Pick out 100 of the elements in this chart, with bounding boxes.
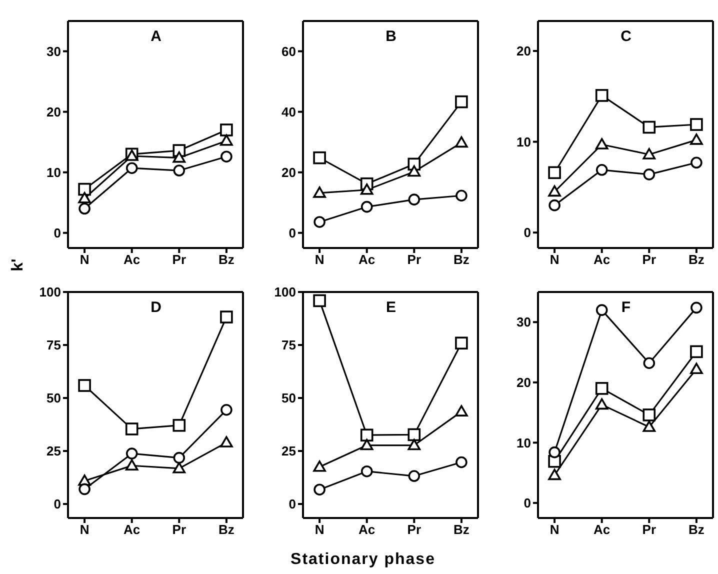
- x-tick-label: Bz: [218, 522, 235, 538]
- y-tick-label: 20: [46, 104, 61, 120]
- y-tick-label: 100: [274, 284, 296, 300]
- point: [408, 470, 420, 482]
- text: C: [620, 28, 632, 45]
- y-axis-title: k': [9, 258, 28, 272]
- point: [313, 186, 326, 198]
- y-tick-label: 100: [39, 284, 61, 300]
- point: [455, 336, 468, 350]
- x-tick-label: Ac: [358, 522, 376, 538]
- point: [408, 428, 421, 442]
- y-tick-label: 60: [282, 44, 296, 59]
- x-tick-label: Pr: [407, 522, 422, 538]
- y-tick-label: 0: [524, 225, 531, 240]
- point: [220, 404, 232, 416]
- text: F: [620, 299, 632, 316]
- point: [595, 382, 608, 395]
- point: [642, 408, 656, 422]
- y-tick-label: 20: [516, 44, 531, 59]
- point: [220, 310, 233, 324]
- point: [313, 294, 326, 308]
- x-tick-label: Ac: [124, 252, 140, 268]
- point: [548, 166, 561, 180]
- point: [548, 185, 561, 197]
- y-tick-label: 0: [524, 496, 531, 511]
- x-tick-label: Pr: [172, 252, 186, 268]
- text: E: [384, 299, 397, 316]
- point: [548, 199, 560, 212]
- y-tick-label: 50: [282, 390, 296, 406]
- point: [126, 448, 138, 460]
- y-tick-label: 30: [46, 44, 61, 59]
- point: [220, 124, 233, 136]
- point: [360, 200, 373, 213]
- x-tick-label: Bz: [218, 252, 235, 268]
- point: [172, 151, 186, 163]
- x-tick-label: Pr: [172, 522, 186, 538]
- point: [78, 483, 90, 496]
- y-tick-label: 0: [288, 225, 296, 240]
- point: [690, 118, 703, 131]
- point: [408, 165, 421, 177]
- point: [173, 164, 186, 176]
- point: [690, 302, 702, 314]
- y-tick-label: 10: [46, 164, 61, 180]
- point: [455, 405, 468, 416]
- y-tick-label: 10: [516, 435, 531, 450]
- point: [360, 438, 374, 450]
- point: [78, 192, 91, 204]
- x-tick-label: N: [550, 252, 560, 268]
- point: [314, 484, 326, 496]
- point: [595, 138, 608, 150]
- x-tick-label: N: [550, 522, 560, 538]
- point: [642, 148, 656, 160]
- x-tick-label: Pr: [642, 252, 656, 268]
- x-tick-label: Ac: [594, 522, 610, 538]
- point: [408, 194, 420, 206]
- y-tick-label: 10: [516, 134, 531, 150]
- x-tick-label: N: [80, 522, 90, 538]
- point: [126, 162, 138, 174]
- y-tick-label: 20: [282, 164, 296, 180]
- y-tick-label: 75: [282, 338, 296, 353]
- y-tick-label: 40: [282, 104, 296, 120]
- point: [548, 468, 561, 480]
- text: B: [384, 28, 398, 45]
- point: [456, 190, 468, 202]
- point: [548, 446, 560, 458]
- text: A: [150, 28, 162, 45]
- y-tick-label: 30: [516, 314, 531, 330]
- point: [220, 436, 233, 448]
- y-tick-label: 25: [282, 444, 296, 459]
- point: [172, 462, 186, 474]
- point: [643, 357, 656, 370]
- y-tick-label: 50: [46, 390, 61, 406]
- x-tick-label: Bz: [688, 252, 705, 268]
- point: [596, 164, 608, 176]
- point: [172, 418, 186, 432]
- point: [408, 438, 421, 450]
- x-tick-label: N: [314, 522, 324, 538]
- x-tick-label: Bz: [688, 522, 705, 538]
- point: [690, 156, 702, 169]
- x-tick-label: N: [314, 252, 324, 268]
- point: [595, 89, 608, 102]
- point: [78, 202, 90, 215]
- point: [596, 304, 608, 316]
- x-tick-label: Pr: [642, 522, 656, 538]
- y-tick-label: 25: [46, 444, 61, 459]
- point: [642, 420, 656, 432]
- x-tick-label: Bz: [454, 522, 470, 538]
- point: [595, 398, 608, 410]
- x-tick-label: Pr: [407, 252, 422, 268]
- point: [220, 134, 233, 146]
- point: [313, 460, 326, 472]
- point: [360, 465, 373, 478]
- point: [220, 150, 232, 162]
- x-tick-label: N: [80, 252, 90, 268]
- point: [125, 422, 138, 436]
- x-axis-title: Stationary phase: [290, 550, 436, 570]
- y-tick-label: 20: [516, 375, 531, 390]
- point: [360, 428, 374, 442]
- point: [125, 459, 138, 471]
- point: [642, 120, 656, 134]
